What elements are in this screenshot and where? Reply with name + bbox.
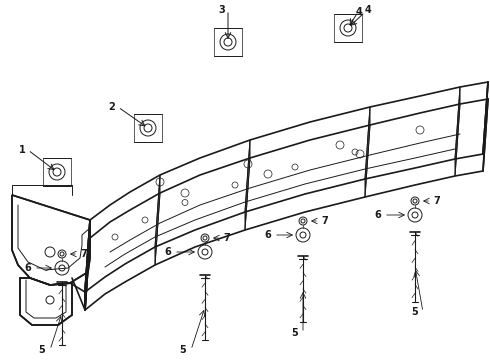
Polygon shape bbox=[365, 107, 370, 197]
Polygon shape bbox=[455, 87, 460, 176]
Text: 4: 4 bbox=[365, 5, 372, 15]
Text: 6: 6 bbox=[265, 230, 271, 240]
Polygon shape bbox=[12, 195, 90, 285]
Text: 5: 5 bbox=[412, 307, 418, 317]
Text: 4: 4 bbox=[356, 7, 363, 17]
Polygon shape bbox=[90, 82, 488, 238]
Text: 5: 5 bbox=[39, 345, 46, 355]
Text: 5: 5 bbox=[292, 328, 298, 338]
Text: 5: 5 bbox=[180, 345, 186, 355]
Text: 7: 7 bbox=[223, 233, 230, 243]
Text: 6: 6 bbox=[165, 247, 172, 257]
Polygon shape bbox=[85, 154, 483, 310]
Text: 7: 7 bbox=[434, 196, 441, 206]
Text: 3: 3 bbox=[219, 5, 225, 15]
Polygon shape bbox=[85, 220, 90, 310]
Text: 2: 2 bbox=[109, 102, 115, 112]
Polygon shape bbox=[155, 175, 160, 265]
Text: 7: 7 bbox=[321, 216, 328, 226]
Polygon shape bbox=[245, 140, 250, 230]
Text: 7: 7 bbox=[81, 249, 87, 259]
Text: 1: 1 bbox=[19, 145, 25, 155]
Text: 6: 6 bbox=[24, 263, 31, 273]
Polygon shape bbox=[20, 278, 72, 325]
Text: 6: 6 bbox=[375, 210, 381, 220]
